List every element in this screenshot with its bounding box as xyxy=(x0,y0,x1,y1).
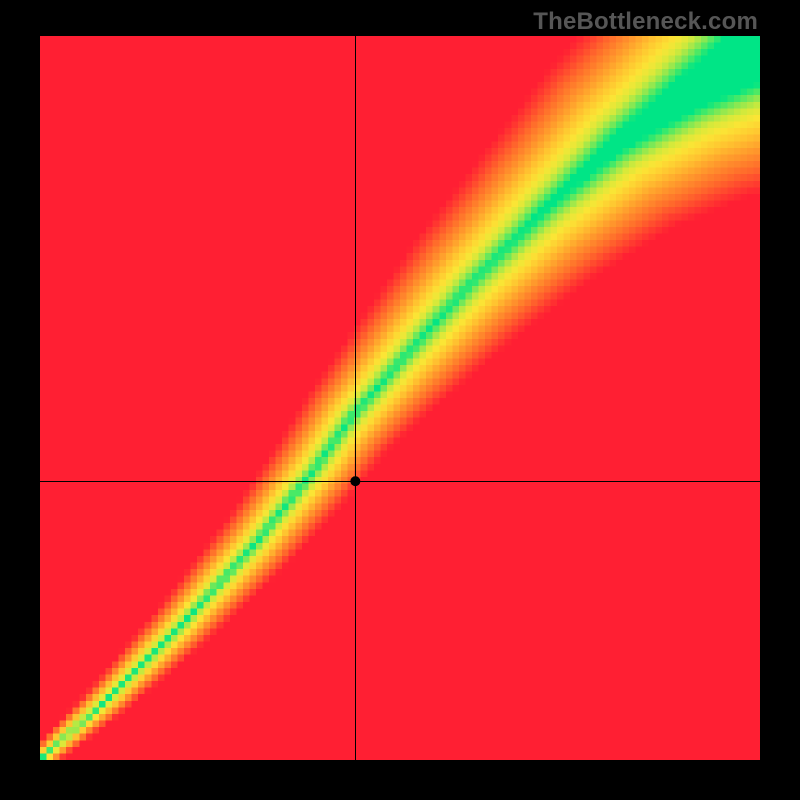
crosshair-overlay xyxy=(40,36,760,760)
watermark-text: TheBottleneck.com xyxy=(533,8,758,36)
